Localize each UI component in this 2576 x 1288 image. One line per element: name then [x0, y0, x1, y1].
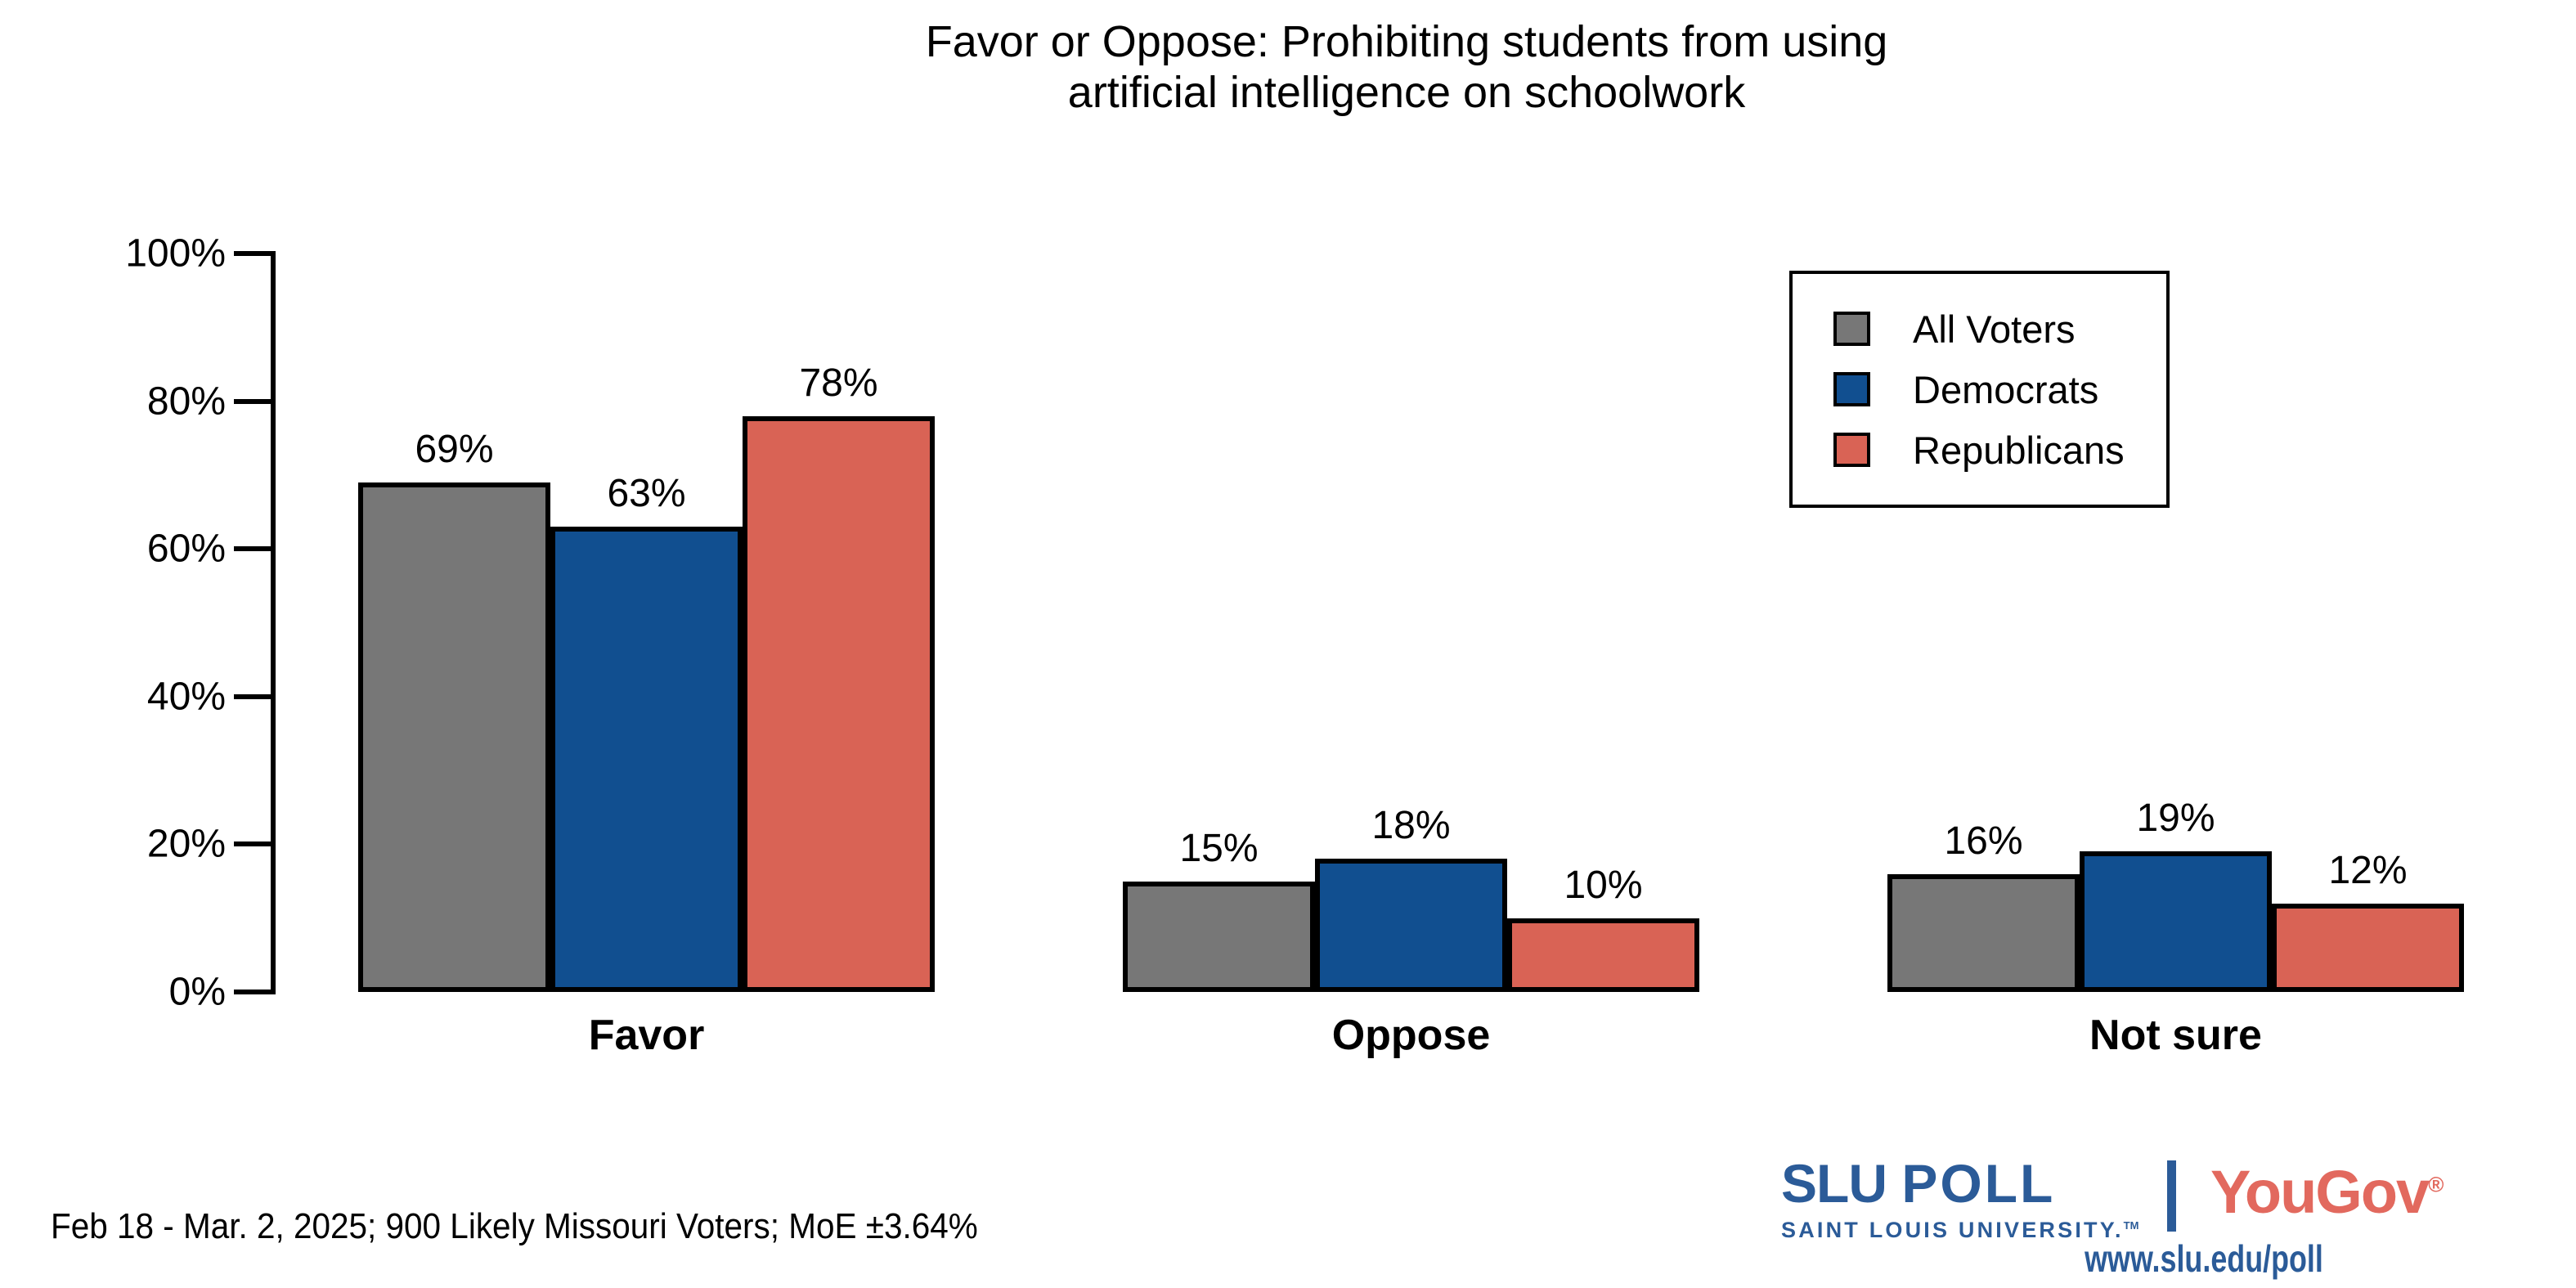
y-tick-mark — [234, 990, 276, 994]
category-label-oppose: Oppose — [1331, 1012, 1491, 1059]
legend-swatch-icon — [1833, 372, 1870, 406]
y-tick-mark — [234, 546, 276, 552]
y-tick-label: 80% — [146, 379, 226, 424]
bar-value-label: 69% — [415, 427, 494, 471]
bar-republicans — [2272, 903, 2464, 992]
bar-all-voters — [1887, 873, 2080, 992]
y-tick-label: 100% — [125, 231, 226, 276]
y-tick-label: 60% — [146, 527, 226, 571]
y-tick-mark — [234, 251, 276, 256]
bar-value-label: 16% — [1944, 819, 2023, 863]
bar-value-label: 10% — [1564, 863, 1643, 907]
logo-separator — [2167, 1160, 2176, 1232]
bar-republicans — [743, 415, 935, 992]
legend-swatch-icon — [1833, 312, 1870, 346]
legend-item-all-voters: All Voters — [1833, 310, 2166, 348]
bar-value-label: 12% — [2328, 848, 2408, 892]
slu-poll-url: www.slu.edu/poll — [2085, 1237, 2323, 1280]
bar-value-label: 19% — [2136, 797, 2215, 841]
legend-swatch-icon — [1833, 433, 1870, 467]
slu-subtitle: SAINT LOUIS UNIVERSITY.TM — [1781, 1218, 2139, 1242]
chart-title-line2: artificial intelligence on schoolwork — [1067, 68, 1746, 117]
chart-title-line1: Favor or Oppose: Prohibiting students fr… — [925, 17, 1888, 66]
chart-title: Favor or Oppose: Prohibiting students fr… — [926, 16, 1888, 118]
footnote: Feb 18 - Mar. 2, 2025; 900 Likely Missou… — [51, 1206, 978, 1246]
legend-item-label: Democrats — [1913, 367, 2099, 411]
y-tick-mark — [234, 398, 276, 404]
bar-democrats — [550, 527, 743, 992]
legend-item-republicans: Republicans — [1833, 431, 2166, 469]
bar-republicans — [1507, 918, 1699, 992]
y-tick-label: 0% — [168, 970, 226, 1014]
category-label-favor: Favor — [588, 1012, 705, 1059]
bar-value-label: 63% — [607, 472, 686, 516]
y-tick-label: 20% — [146, 822, 226, 866]
slu-poll-wordmark: SLU POLL — [1781, 1156, 2138, 1210]
bar-all-voters — [358, 482, 550, 992]
y-tick-mark — [234, 693, 276, 699]
legend-item-democrats: Democrats — [1833, 370, 2166, 409]
bar-value-label: 78% — [799, 361, 878, 405]
y-tick-label: 40% — [146, 675, 226, 719]
legend-item-label: All Voters — [1913, 307, 2076, 351]
y-tick-mark — [234, 841, 276, 847]
bar-all-voters — [1123, 881, 1315, 992]
y-axis-line — [271, 251, 276, 994]
slu-wordmark-bold: SLU — [1781, 1153, 1887, 1214]
registered-mark-icon: ® — [2428, 1172, 2444, 1197]
category-label-not-sure: Not sure — [2089, 1012, 2262, 1059]
yougov-logo: YouGov® — [2210, 1158, 2444, 1226]
bar-democrats — [2080, 851, 2272, 992]
bar-democrats — [1315, 859, 1507, 992]
slu-wordmark-rest: POLL — [1901, 1153, 2056, 1214]
bar-value-label: 15% — [1179, 826, 1259, 870]
slu-poll-logo: SLU POLL SAINT LOUIS UNIVERSITY.TM — [1781, 1156, 2138, 1243]
legend: All Voters Democrats Republicans — [1789, 271, 2170, 508]
bar-value-label: 18% — [1371, 804, 1451, 848]
slu-trademark: TM — [2123, 1219, 2139, 1232]
legend-item-label: Republicans — [1913, 428, 2125, 472]
